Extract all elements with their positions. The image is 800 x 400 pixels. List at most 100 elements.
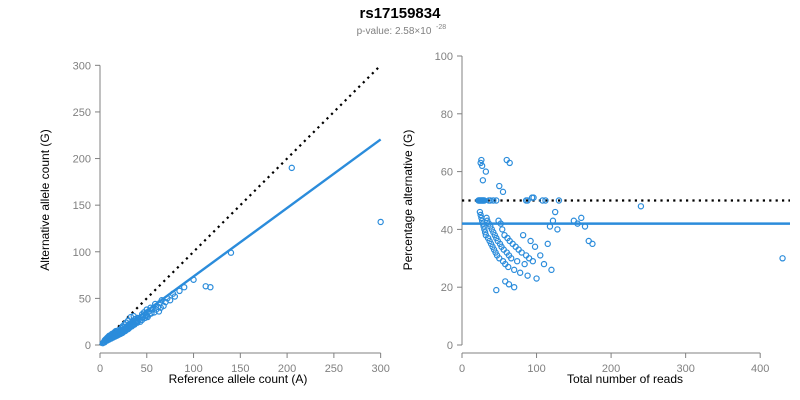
- y-tick-label: 0: [85, 340, 91, 352]
- data-point: [481, 226, 488, 233]
- data-point: [544, 240, 551, 248]
- data-point: [508, 255, 515, 262]
- data-point: [554, 226, 561, 233]
- x-tick-label: 100: [184, 363, 202, 375]
- data-point: [166, 297, 174, 304]
- y-tick-label: 150: [73, 200, 91, 212]
- data-point: [779, 255, 786, 262]
- right-yaxis-label: Percentage alternative (G): [401, 130, 415, 271]
- data-point: [497, 220, 504, 227]
- data-point: [499, 188, 507, 196]
- data-point: [549, 217, 557, 224]
- data-point: [637, 203, 645, 210]
- y-tick-label: 40: [441, 224, 453, 236]
- y-tick-label: 250: [73, 107, 91, 119]
- data-point: [533, 275, 540, 282]
- data-point: [551, 208, 559, 216]
- x-tick-label: 300: [676, 363, 694, 375]
- data-point: [180, 284, 188, 291]
- right-panel: 0 20 40 60 80 100 0 100 200 300 400 Total number o…: [401, 51, 790, 386]
- y-tick-label: 200: [73, 154, 91, 166]
- data-point: [537, 252, 544, 259]
- left-panel: 0 50 100 150 200 250 300 0 50 100 150 200 250 300 Ref…: [38, 60, 390, 386]
- data-point: [555, 197, 563, 204]
- data-point: [521, 260, 528, 268]
- y-tick-label: 300: [73, 60, 91, 72]
- data-point: [487, 197, 494, 204]
- x-tick-label: 200: [278, 363, 296, 375]
- data-point: [519, 231, 527, 239]
- x-tick-label: 100: [527, 363, 545, 375]
- left-panel-reference-lines: [99, 64, 382, 346]
- data-point: [493, 197, 500, 204]
- right-panel-data-points: [475, 156, 786, 294]
- data-point: [477, 211, 484, 219]
- data-point: [479, 220, 487, 227]
- page-title: rs17159834: [360, 5, 442, 22]
- right-panel-axes: [457, 55, 761, 358]
- fit-solid-line: [99, 138, 382, 346]
- data-point: [288, 164, 295, 172]
- data-point: [510, 266, 518, 274]
- data-point: [496, 182, 503, 190]
- x-tick-label: 50: [141, 363, 153, 375]
- data-point: [524, 197, 531, 204]
- data-point: [574, 220, 581, 227]
- y-tick-label: 100: [73, 247, 91, 259]
- data-point: [207, 284, 214, 291]
- data-point: [578, 214, 585, 222]
- data-point: [530, 194, 537, 201]
- data-point: [531, 243, 539, 250]
- data-point: [513, 257, 521, 265]
- data-point: [505, 263, 512, 271]
- data-point: [505, 281, 513, 288]
- y-tick-label: 0: [447, 340, 453, 352]
- x-tick-label: 200: [602, 363, 620, 375]
- data-point: [548, 266, 555, 274]
- data-point: [510, 284, 518, 291]
- data-point: [481, 229, 489, 236]
- data-point: [589, 240, 596, 248]
- data-point: [581, 223, 589, 230]
- data-point: [482, 168, 490, 175]
- left-panel-tick-labels: 0 50 100 150 200 250 300 0 50 100 150 200 250 300: [73, 60, 390, 375]
- data-point: [479, 177, 487, 184]
- data-point: [148, 310, 155, 317]
- y-tick-label: 100: [435, 51, 453, 63]
- y-tick-label: 20: [441, 282, 453, 294]
- pvalue-text: p-value: 2.58×10: [357, 26, 432, 37]
- data-point: [476, 208, 484, 216]
- data-point: [377, 218, 384, 226]
- y-tick-label: 60: [441, 167, 453, 179]
- right-xaxis-label: Total number of reads: [567, 372, 683, 386]
- y-tick-label: 50: [79, 293, 91, 305]
- data-point: [546, 223, 554, 230]
- data-point: [190, 276, 197, 283]
- x-tick-label: 0: [459, 363, 465, 375]
- data-point: [516, 269, 524, 276]
- left-panel-axes: [95, 64, 382, 358]
- data-point: [506, 159, 513, 167]
- right-panel-tick-labels: 0 20 40 60 80 100 0 100 200 300 400: [435, 51, 770, 375]
- data-point: [490, 197, 497, 204]
- right-panel-reference-lines: [462, 199, 790, 225]
- data-point: [499, 226, 506, 233]
- data-point: [227, 249, 235, 256]
- x-tick-label: 400: [751, 363, 769, 375]
- data-point: [480, 223, 487, 230]
- data-point: [493, 286, 500, 294]
- data-point: [524, 272, 531, 279]
- data-point: [478, 156, 485, 164]
- data-point: [529, 257, 537, 265]
- data-point: [540, 260, 548, 268]
- left-xaxis-label: Reference allele count (A): [169, 372, 308, 386]
- pvalue-exponent: -28: [436, 24, 446, 31]
- data-point: [141, 314, 149, 322]
- data-point: [483, 214, 490, 222]
- x-tick-label: 250: [325, 363, 343, 375]
- x-tick-label: 0: [97, 363, 103, 375]
- data-point: [481, 197, 488, 204]
- data-point: [518, 249, 525, 256]
- data-point: [539, 197, 546, 204]
